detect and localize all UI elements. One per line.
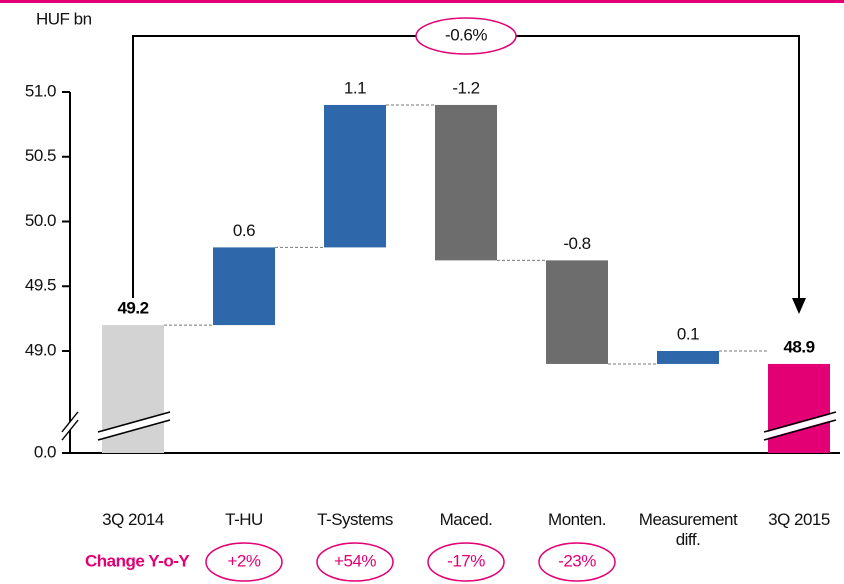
y-tick-label: 0.0	[34, 442, 56, 461]
change-oval	[316, 542, 394, 582]
top-rule	[0, 0, 844, 3]
value-label: 1.1	[344, 78, 366, 97]
y-tick-label: 49.0	[25, 340, 56, 359]
change-oval	[415, 17, 517, 55]
bar	[435, 104, 497, 261]
value-label: -1.2	[452, 78, 479, 97]
value-label: 49.2	[117, 299, 148, 318]
x-tick-label: Monten.	[548, 510, 606, 529]
x-tick-label: Measurement diff.	[638, 510, 738, 549]
axis-break-gap	[764, 413, 836, 439]
change-title: Change Y-o-Y	[85, 551, 190, 570]
bar	[657, 351, 719, 364]
total-change: -0.6%	[445, 25, 487, 44]
x-tick-label: 3Q 2015	[768, 510, 830, 529]
bar	[213, 247, 275, 326]
change-oval	[538, 542, 616, 582]
arrow-head	[792, 298, 806, 314]
change-oval	[205, 542, 283, 582]
y-tick-label: 51.0	[25, 81, 56, 100]
change-label: +54%	[334, 551, 376, 570]
axis-break	[61, 419, 79, 441]
axis-break	[61, 411, 79, 433]
axis-break	[763, 411, 837, 433]
change-label: -23%	[558, 551, 596, 570]
x-tick-label: T-Systems	[317, 510, 393, 529]
bar	[324, 104, 386, 248]
x-tick-label: 3Q 2014	[102, 510, 164, 529]
y-tick-label: 50.0	[25, 211, 56, 230]
change-label: -17%	[447, 551, 485, 570]
x-tick-label: T-HU	[225, 510, 263, 529]
value-label: 0.1	[677, 324, 699, 343]
x-tick-label: Maced.	[439, 510, 493, 529]
axis-break	[763, 419, 837, 441]
change-oval	[427, 542, 505, 582]
axis-break-gap	[98, 413, 170, 439]
axis-break-gap	[62, 413, 78, 439]
value-label: 48.9	[783, 337, 814, 356]
axis-break	[97, 411, 171, 433]
axis-break	[97, 419, 171, 441]
y-tick-label: 50.5	[25, 146, 56, 165]
bar	[768, 363, 830, 453]
value-label: 0.6	[233, 221, 255, 240]
y-tick-label: 49.5	[25, 276, 56, 295]
change-label: +2%	[228, 551, 261, 570]
y-axis-label: HUF bn	[36, 9, 92, 28]
value-label: -0.8	[563, 234, 590, 253]
bar	[546, 260, 608, 364]
